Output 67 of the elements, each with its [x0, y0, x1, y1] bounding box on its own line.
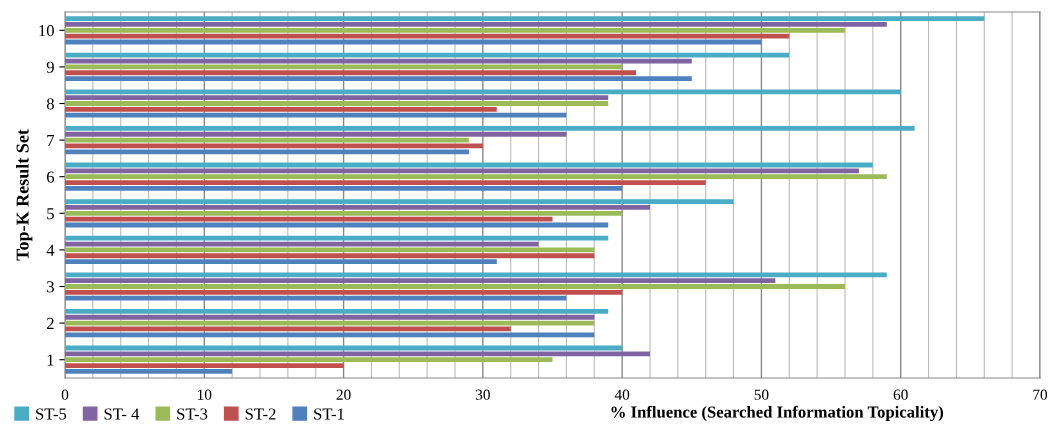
x-tick-label: 60 — [893, 389, 908, 400]
bar — [65, 259, 497, 265]
bar — [65, 320, 595, 326]
bar — [65, 149, 469, 155]
bar — [65, 131, 567, 137]
bar — [65, 278, 776, 284]
legend-label: ST- 4 — [104, 408, 140, 420]
y-tick-label: 2 — [46, 317, 54, 329]
x-tick-label: 50 — [754, 389, 769, 400]
bar — [65, 253, 595, 259]
bar — [65, 112, 567, 118]
bar — [65, 33, 790, 39]
bar — [65, 363, 344, 368]
bar — [65, 125, 915, 131]
bar — [65, 308, 609, 314]
y-tick-label: 4 — [46, 244, 55, 256]
legend-label: ST-1 — [314, 408, 344, 420]
bar — [65, 70, 637, 76]
x-tick-label: 0 — [61, 389, 69, 400]
y-tick-label: 10 — [39, 25, 54, 37]
y-tick-label: 9 — [46, 61, 54, 73]
bar — [65, 210, 623, 216]
bar — [65, 168, 859, 174]
bar — [65, 174, 887, 180]
x-tick-label: 70 — [1033, 389, 1048, 400]
bar — [65, 95, 609, 101]
bar — [65, 216, 553, 222]
bar — [65, 137, 469, 143]
x-tick-label: 30 — [475, 389, 490, 400]
bar — [65, 16, 985, 21]
bar — [65, 272, 887, 278]
x-tick-label: 40 — [614, 389, 630, 400]
bar — [65, 52, 790, 58]
bar — [65, 76, 692, 82]
y-tick-label: 1 — [47, 354, 54, 366]
legend-label: ST-3 — [177, 408, 208, 420]
bar — [65, 205, 650, 210]
bar — [65, 64, 623, 70]
bar — [65, 247, 595, 253]
bar — [65, 89, 901, 95]
bar — [65, 22, 887, 27]
y-tick-label: 8 — [46, 98, 54, 110]
bar — [65, 180, 706, 185]
y-tick-label: 5 — [47, 208, 54, 220]
bar — [65, 284, 845, 289]
bar — [65, 332, 595, 338]
y-tick-label: 3 — [47, 281, 54, 293]
bar — [65, 369, 233, 374]
bar — [65, 186, 623, 191]
x-axis-title: % Influence (Searched Information Topicality) — [611, 405, 944, 422]
bar — [65, 289, 623, 295]
bar — [65, 357, 553, 363]
x-tick-label: 20 — [336, 389, 351, 400]
bar — [65, 295, 567, 301]
legend-label: ST-5 — [36, 408, 67, 420]
bar — [65, 351, 650, 357]
x-tick-label: 10 — [197, 389, 212, 400]
bar — [65, 101, 609, 106]
y-axis-title: Top-K Result Set — [15, 129, 33, 261]
legend-label: ST-2 — [245, 408, 276, 420]
bar — [65, 199, 734, 204]
bar — [65, 314, 595, 320]
bar — [65, 235, 609, 241]
y-tick-label: 6 — [46, 171, 55, 183]
bar — [65, 106, 497, 112]
bar — [65, 27, 845, 33]
y-tick-label: 7 — [47, 134, 55, 146]
